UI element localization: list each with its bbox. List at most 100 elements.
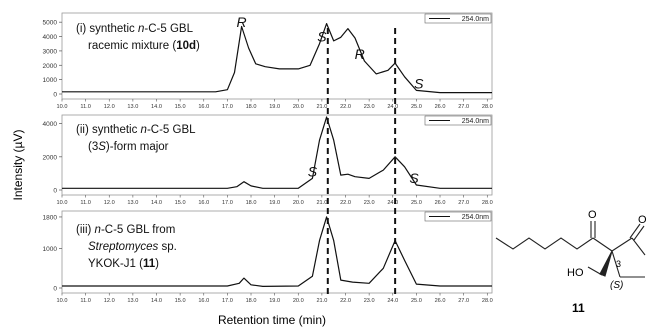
x-tick-label: 24.0 <box>387 104 398 110</box>
lactone-double-bond <box>629 223 641 239</box>
x-tick-label: 10.0 <box>57 298 68 304</box>
lactone-double-bond-2 <box>633 225 645 241</box>
title-run: S <box>98 141 106 153</box>
x-tick-label: 25.0 <box>411 200 422 206</box>
x-tick-label: 21.0 <box>316 298 327 304</box>
x-tick-label: 18.0 <box>246 104 257 110</box>
x-tick-label: 20.0 <box>293 200 304 206</box>
x-tick-label: 23.0 <box>364 104 375 110</box>
x-tick-label: 25.0 <box>411 104 422 110</box>
stereo-descriptor: (S) <box>610 280 623 291</box>
y-tick-label: 4000 <box>43 34 58 41</box>
x-tick-label: 25.0 <box>411 298 422 304</box>
x-tick-label: 14.0 <box>151 104 162 110</box>
panel-frame <box>61 210 493 294</box>
ch2-oh-bond <box>587 266 603 276</box>
x-tick-label: 17.0 <box>222 200 233 206</box>
x-tick-label: 19.0 <box>269 200 280 206</box>
title-run: )-form major <box>106 141 169 153</box>
x-tick-label: 20.0 <box>293 104 304 110</box>
x-tick-label: 15.0 <box>175 104 186 110</box>
x-tick-label: 13.0 <box>127 104 138 110</box>
title-run: (i) synthetic <box>76 23 138 35</box>
title-run: n <box>138 23 144 35</box>
panel-title-line: racemic mixture (10d) <box>88 40 200 52</box>
x-tick-label: 24.0 <box>387 298 398 304</box>
x-tick-label: 15.0 <box>175 298 186 304</box>
x-tick-label: 28.0 <box>482 298 493 304</box>
x-tick-label: 11.0 <box>80 200 90 206</box>
x-tick-label: 28.0 <box>482 200 493 206</box>
x-tick-label: 19.0 <box>269 104 280 110</box>
x-tick-label: 24.0 <box>387 200 398 206</box>
panel-title-line: (ii) synthetic n-C-5 GBL <box>76 124 196 136</box>
x-tick-label: 16.0 <box>198 200 209 206</box>
y-tick-label: 5000 <box>43 20 58 27</box>
peak-label: S <box>409 170 419 186</box>
x-tick-label: 13.0 <box>127 298 138 304</box>
x-tick-label: 26.0 <box>435 298 446 304</box>
peak-label: R <box>355 46 365 62</box>
compound-number: 11 <box>572 301 585 315</box>
stereocenter-number: 3 <box>616 259 621 269</box>
legend-box <box>424 13 492 24</box>
ketone-oxygen-label: O <box>588 209 597 221</box>
x-tick-label: 18.0 <box>246 298 257 304</box>
title-run: (iii) <box>76 224 95 236</box>
chromatogram-panel-1: 5000 4000 3000 2000 1000 010.0 11.0 12.0 13.0 14.… <box>43 12 493 110</box>
x-tick-label: 11.0 <box>80 298 90 304</box>
legend-label: 254.0nm <box>462 214 489 221</box>
x-tick-label: 26.0 <box>435 200 446 206</box>
ring-bond-e <box>631 237 646 256</box>
y-tick-label: 2000 <box>43 154 58 161</box>
legend-label: 254.0nm <box>462 16 489 23</box>
x-tick-label: 21.0 <box>316 200 327 206</box>
x-tick-label: 27.0 <box>458 104 469 110</box>
legend-box <box>424 211 492 222</box>
y-tick-label: 4000 <box>43 121 58 128</box>
title-run: racemic mixture ( <box>88 40 176 52</box>
x-tick-label: 14.0 <box>151 200 162 206</box>
y-axis-label: Intensity (µV) <box>11 130 25 201</box>
title-run: ) <box>196 40 200 52</box>
x-tick-label: 12.0 <box>104 104 115 110</box>
x-tick-label: 11.0 <box>80 104 90 110</box>
chromatogram-panel-3: 1800 1000 010.0 11.0 12.0 13.0 14.0 15.0 16.0 17.… <box>43 210 493 304</box>
panel-title-line: YKOK-J1 (11) <box>88 258 159 270</box>
title-run: n <box>141 124 147 136</box>
peak-label: R <box>236 14 246 30</box>
x-tick-label: 18.0 <box>246 200 257 206</box>
x-tick-label: 16.0 <box>198 104 209 110</box>
peak-label: S <box>414 75 424 91</box>
title-run: (ii) synthetic <box>76 124 141 136</box>
ring-bond-c <box>611 250 621 278</box>
y-tick-label: 1000 <box>43 246 58 253</box>
legend-box <box>424 115 492 126</box>
title-run: ) <box>155 258 159 270</box>
legend-label: 254.0nm <box>462 118 489 125</box>
title-run: 11 <box>143 258 156 270</box>
x-tick-label: 15.0 <box>175 200 186 206</box>
title-run: 10d <box>176 40 196 52</box>
title-run: YKOK-J1 ( <box>88 258 143 270</box>
title-run: sp. <box>158 241 177 253</box>
ring-bond-b <box>611 237 633 252</box>
wedge-bond <box>599 250 613 277</box>
x-tick-label: 10.0 <box>57 200 68 206</box>
x-tick-label: 10.0 <box>57 104 68 110</box>
x-tick-label: 22.0 <box>340 104 351 110</box>
alkyl-chain <box>495 237 594 250</box>
panel-frame <box>61 114 493 196</box>
x-tick-label: 27.0 <box>458 298 469 304</box>
title-run: Streptomyces <box>88 241 159 253</box>
chromatogram-trace <box>62 116 492 189</box>
panel-title-line: (iii) n-C-5 GBL from <box>76 224 175 236</box>
title-run: -C-5 GBL from <box>101 224 175 236</box>
panel-frame <box>61 12 493 100</box>
x-axis-label: Retention time (min) <box>218 313 326 327</box>
x-tick-label: 21.0 <box>316 104 327 110</box>
lactone-oxygen-label: O <box>638 214 647 226</box>
x-tick-label: 17.0 <box>222 104 233 110</box>
